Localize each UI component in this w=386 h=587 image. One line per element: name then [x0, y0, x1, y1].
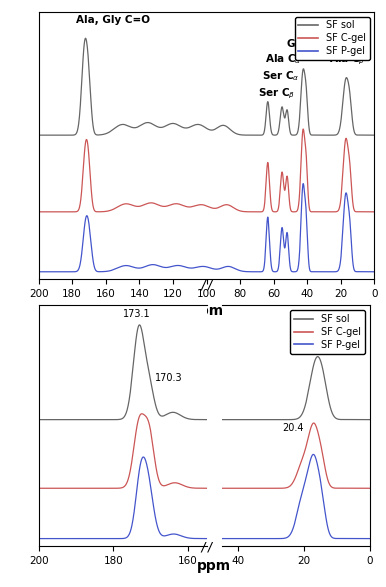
- Legend: SF sol, SF C-gel, SF P-gel: SF sol, SF C-gel, SF P-gel: [290, 310, 365, 354]
- Text: Ala, Gly C=O: Ala, Gly C=O: [76, 15, 149, 25]
- Text: Gly C$_\alpha$: Gly C$_\alpha$: [286, 37, 323, 51]
- Text: ppm: ppm: [197, 559, 231, 573]
- Text: //: //: [199, 541, 214, 554]
- Text: Ser C$_\beta$: Ser C$_\beta$: [258, 87, 296, 101]
- Text: //: //: [199, 278, 214, 291]
- Text: 20.4: 20.4: [282, 423, 303, 433]
- Text: 170.3: 170.3: [156, 373, 183, 383]
- Legend: SF sol, SF C-gel, SF P-gel: SF sol, SF C-gel, SF P-gel: [295, 16, 369, 60]
- Text: Ser C$_\alpha$: Ser C$_\alpha$: [262, 70, 299, 83]
- Text: Ala C$_\alpha$: Ala C$_\alpha$: [266, 52, 302, 66]
- X-axis label: ppm: ppm: [190, 304, 223, 318]
- Text: 16.3: 16.3: [301, 322, 323, 332]
- Text: Ala C$_\beta$: Ala C$_\beta$: [329, 52, 366, 67]
- Text: 173.1: 173.1: [122, 309, 150, 319]
